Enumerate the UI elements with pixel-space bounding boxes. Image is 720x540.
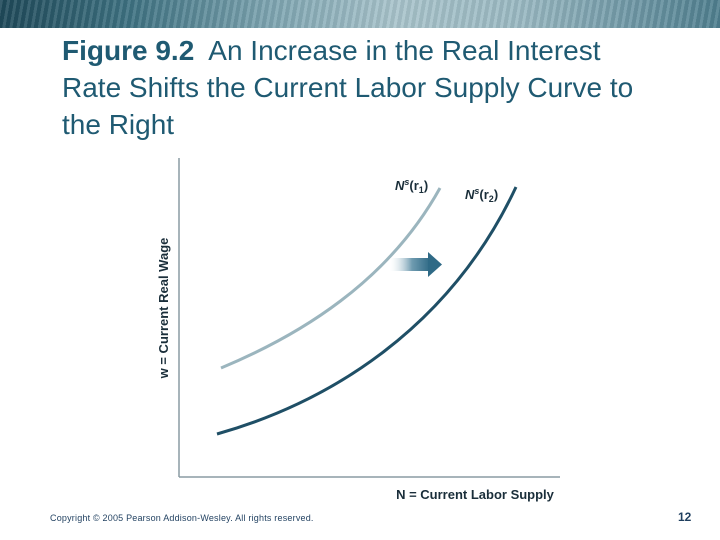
copyright-text: Copyright © 2005 Pearson Addison-Wesley.… [50,513,314,523]
series-label-ns-r2: Ns(r2) [465,186,498,204]
series-label-ns-r2-sup: s [474,186,479,196]
series-label-ns-r2-close: ) [494,187,498,202]
figure-number: Figure 9.2 [62,35,195,66]
series-label-ns-r1-sup: s [404,177,409,187]
figure-title: An Increase in the Real Interest Rate Sh… [62,35,634,140]
series-line-ns-r1 [220,187,442,370]
series-label-ns-r1-arg: (r [409,178,418,193]
shift-right-arrow-icon [390,252,442,277]
labor-supply-chart: w = Current Real Wage N = Current Labor … [156,158,560,502]
series-label-ns-r1-main: N [395,178,405,193]
x-axis-label: N = Current Labor Supply [396,487,555,502]
y-axis-label: w = Current Real Wage [156,238,171,380]
series-label-ns-r2-sub: 2 [489,194,494,204]
series-label-ns-r1-sub: 1 [419,185,424,195]
series-label-ns-r1: Ns(r1) [395,177,428,195]
page-number: 12 [678,510,692,524]
series-line-ns-r2 [216,186,518,436]
slide-title: Figure 9.2 An Increase in the Real Inter… [62,32,662,143]
series-label-ns-r2-arg: (r [479,187,488,202]
series-label-ns-r1-close: ) [424,178,428,193]
series-label-ns-r2-main: N [465,187,475,202]
header-banner [0,0,720,28]
